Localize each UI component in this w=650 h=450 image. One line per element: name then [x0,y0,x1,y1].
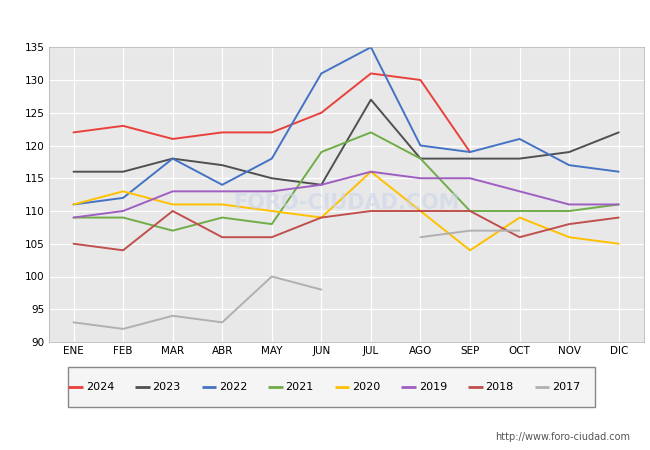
Text: FORO-CIUDAD.COM: FORO-CIUDAD.COM [233,194,460,213]
Text: http://www.foro-ciudad.com: http://www.foro-ciudad.com [495,432,630,441]
Text: 2017: 2017 [552,382,580,392]
Text: 2020: 2020 [352,382,380,392]
FancyBboxPatch shape [68,367,595,407]
Text: 2024: 2024 [86,382,114,392]
Text: 2018: 2018 [486,382,514,392]
Text: 2019: 2019 [419,382,447,392]
Text: 2021: 2021 [285,382,314,392]
Text: 2023: 2023 [152,382,181,392]
Text: Afiliados en Navès a 30/9/2024: Afiliados en Navès a 30/9/2024 [196,14,454,33]
Text: 2022: 2022 [219,382,247,392]
